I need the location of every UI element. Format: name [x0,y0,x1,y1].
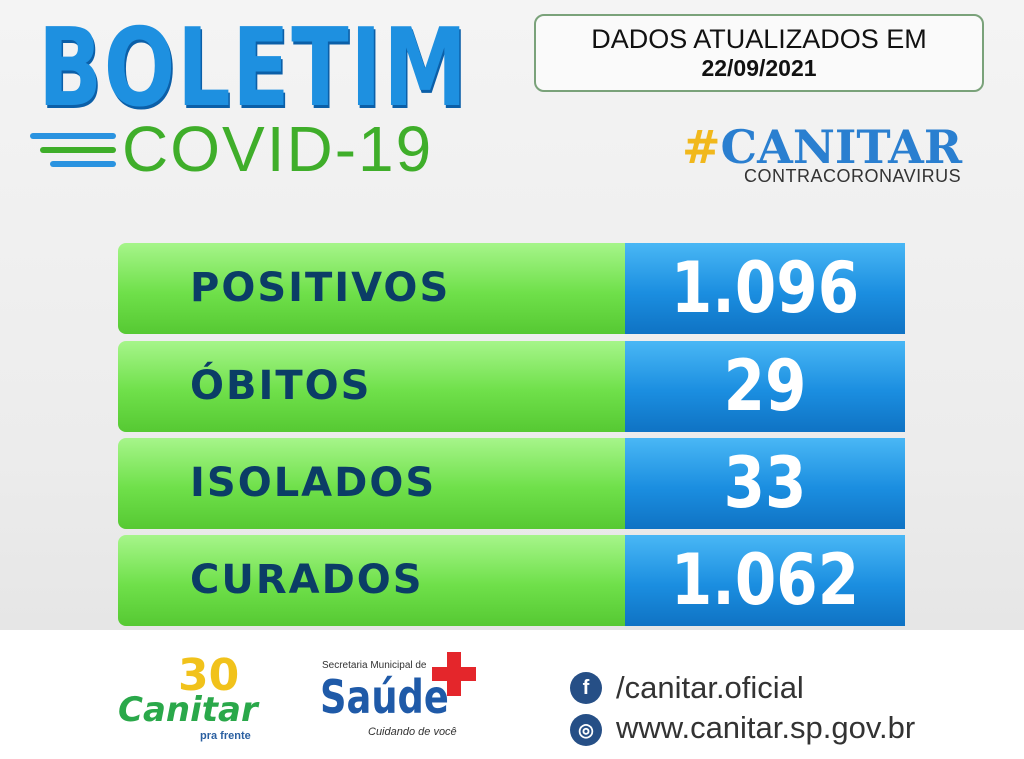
update-box: DADOS ATUALIZADOS EM 22/09/2021 [534,14,984,92]
row: POSITIVOS 1.096 [118,243,905,334]
update-date: 22/09/2021 [701,55,817,81]
row: CURADOS 1.062 [118,535,905,626]
decoration [30,133,116,139]
logo-tagline: pra frente [200,730,251,742]
row-label: POSITIVOS [190,265,451,311]
row: ÓBITOS 29 [118,341,905,432]
row-label: ÓBITOS [190,363,372,409]
row-value: 29 [723,345,807,427]
row-value: 1.062 [670,539,860,621]
row-label: ISOLADOS [190,460,437,506]
label-bg [118,438,625,529]
web-icon: ◎ [570,714,602,746]
row-label: CURADOS [190,557,424,603]
subtitle: COVID-19 [122,113,434,185]
update-label: DADOS ATUALIZADOS EM [591,24,927,54]
website: www.canitar.sp.gov.br [616,710,916,745]
value-bg [625,243,905,334]
footer: 30 Canitar pra frente Secretaria Municip… [0,630,1024,759]
health-cross [432,652,476,696]
label-bg [118,341,625,432]
value-bg [625,438,905,529]
health-tagline: Cuidando de você [368,726,457,738]
health-dept: Secretaria Municipal de [322,660,427,671]
row-value: 33 [723,442,807,524]
label-bg [118,243,625,334]
row-value: 1.096 [670,247,860,329]
hash-mark: # [682,120,721,174]
decoration [50,161,116,167]
logo-number: 30 [178,650,240,701]
label-bg [118,535,625,626]
logo-name: Canitar [118,690,258,730]
value-bg [625,535,905,626]
hashtag: #CANITAR [682,120,963,174]
row: ISOLADOS 33 [118,438,905,529]
facebook-icon: f [570,672,602,704]
title: BOLETIM [38,6,469,131]
hashtag-sub: CONTRACORONAVIRUS [744,166,962,186]
decoration [40,147,116,153]
facebook: /canitar.oficial [616,670,804,705]
health-name: Saúde [320,670,449,724]
value-bg [625,341,905,432]
